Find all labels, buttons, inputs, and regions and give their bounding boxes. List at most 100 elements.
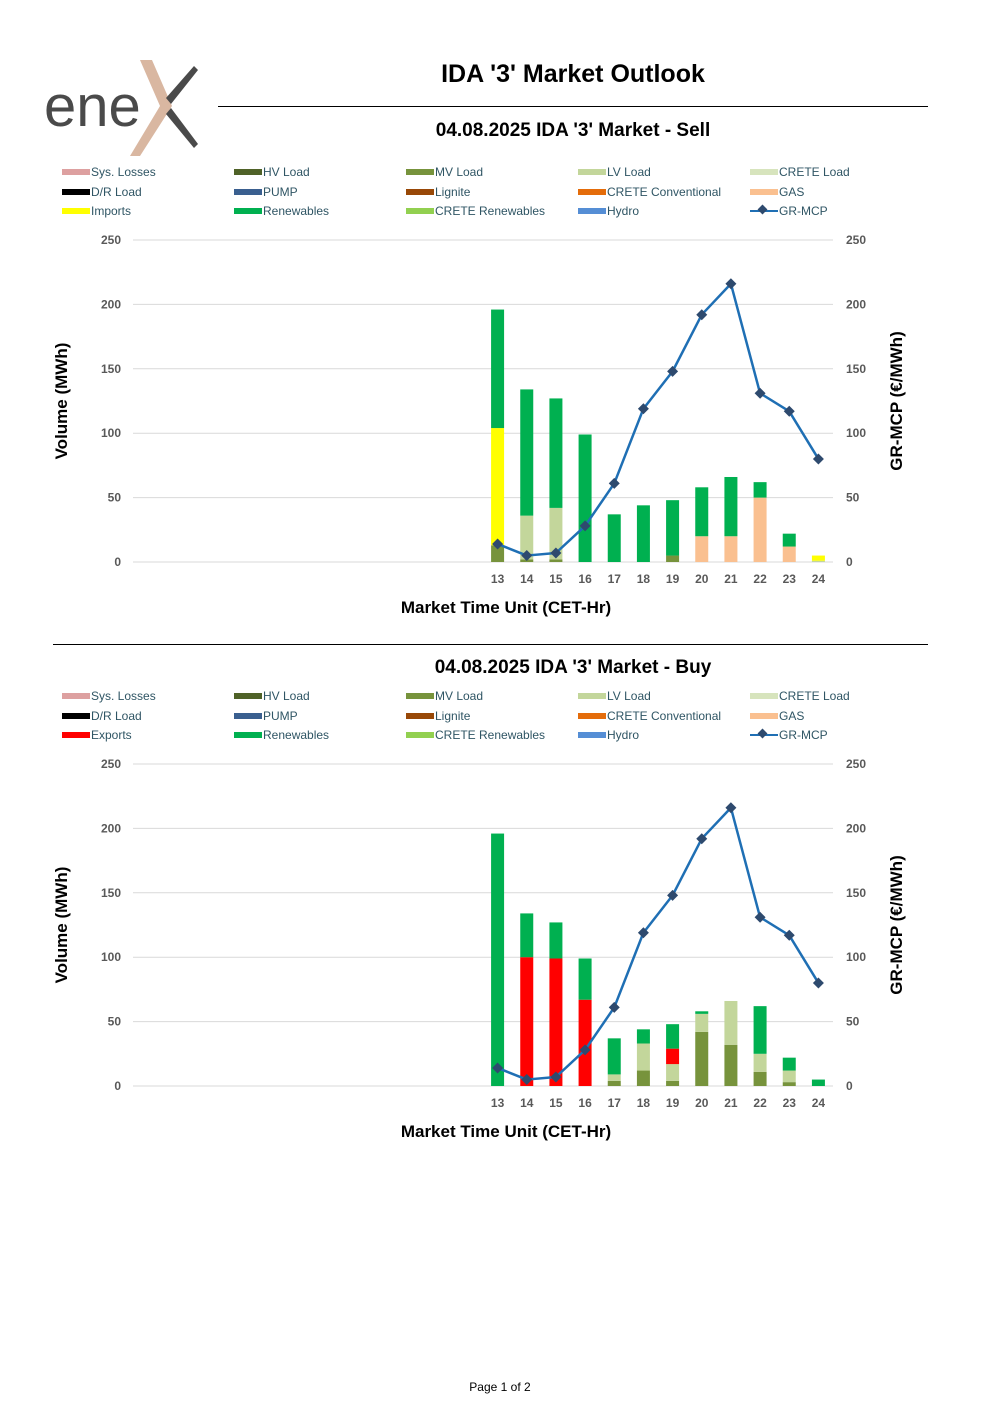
legend-swatch (750, 693, 778, 699)
gr-mcp-point (492, 538, 504, 550)
gr-mcp-point (521, 1074, 533, 1086)
bar-imports (491, 428, 505, 546)
legend-label: GAS (779, 708, 805, 723)
legend-item-sys-losses: Sys. Losses (62, 687, 156, 705)
legend-label: HV Load (263, 165, 310, 179)
bar-exports (578, 999, 592, 1086)
gr-mcp-point (754, 387, 766, 399)
bar-renewables (578, 958, 592, 1000)
gr-mcp-point (579, 1044, 591, 1056)
y2-tick-label: 100 (846, 426, 866, 440)
gr-mcp-point (637, 403, 649, 415)
y-axis-label: Volume (MWh) (52, 343, 71, 460)
bar-gas (782, 546, 796, 562)
y-tick-label: 50 (108, 1015, 122, 1029)
legend-item-mv-load: MV Load (406, 163, 483, 181)
y2-tick-label: 200 (846, 297, 866, 311)
bar-mv-load (695, 1031, 709, 1086)
x-tick-label: 14 (520, 1096, 534, 1110)
gr-mcp-point (812, 453, 824, 465)
bar-renewables (520, 913, 534, 958)
legend-label: Hydro (607, 204, 640, 218)
legend-item-imports: Imports (62, 202, 131, 220)
legend-swatch (750, 188, 778, 195)
gr-mcp-point (550, 1071, 562, 1083)
gr-mcp-point (667, 889, 679, 901)
legend-label: LV Load (607, 165, 651, 179)
legend-item-pump: PUMP (234, 183, 298, 201)
x-tick-label: 20 (695, 1096, 709, 1110)
bar-exports (520, 957, 534, 1086)
legend-label: Sys. Losses (91, 689, 156, 703)
legend-swatch (62, 169, 90, 175)
x-tick-label: 22 (753, 1096, 767, 1110)
x-axis-label: Market Time Unit (CET-Hr) (401, 598, 611, 617)
legend-item-crete-conventional: CRETE Conventional (578, 183, 721, 201)
legend-swatch (578, 208, 606, 214)
gr-mcp-point (521, 550, 533, 562)
y2-tick-label: 100 (846, 950, 866, 964)
bar-renewables (695, 487, 709, 537)
y-tick-label: 100 (101, 426, 121, 440)
y2-tick-label: 50 (846, 491, 860, 505)
bar-renewables (782, 533, 796, 547)
y-tick-label: 100 (101, 950, 121, 964)
legend-label: CRETE Renewables (435, 728, 546, 742)
legend-label: GAS (779, 184, 805, 199)
gr-mcp-point (550, 547, 562, 559)
x-tick-label: 23 (783, 1096, 797, 1110)
legend-item-crete-renewables: CRETE Renewables (406, 726, 545, 744)
legend-swatch (234, 732, 262, 738)
x-tick-label: 19 (666, 1096, 680, 1110)
x-tick-label: 24 (812, 1096, 826, 1110)
legend-item-sys-losses: Sys. Losses (62, 163, 156, 181)
x-tick-label: 15 (549, 572, 563, 586)
legend-item-hydro: Hydro (578, 726, 639, 744)
y-tick-label: 0 (114, 555, 121, 569)
bar-lv-load (753, 1053, 767, 1072)
legend-label: CRETE Load (779, 165, 850, 179)
x-tick-label: 16 (578, 572, 592, 586)
x-tick-label: 13 (491, 1096, 505, 1110)
legend-label: Imports (91, 204, 132, 218)
bar-exports (666, 1048, 680, 1065)
bar-gas (724, 536, 738, 562)
legend-swatch (578, 712, 606, 719)
legend-swatch (62, 712, 90, 719)
y2-tick-label: 150 (846, 362, 866, 376)
y-tick-label: 0 (114, 1079, 121, 1093)
legend-swatch (406, 188, 434, 195)
gr-mcp-point (725, 278, 737, 290)
enex-logo-graphic: enex ene (44, 60, 198, 156)
legend-label: LV Load (607, 689, 651, 703)
y2-tick-label: 250 (846, 233, 866, 247)
gr-mcp-point (696, 833, 708, 845)
y-tick-label: 200 (101, 297, 121, 311)
gr-mcp-point (812, 977, 824, 989)
title-divider (218, 106, 928, 107)
legend-item-lv-load: LV Load (578, 687, 651, 705)
gr-mcp-point (608, 477, 620, 489)
legend-item-crete-conventional: CRETE Conventional (578, 707, 721, 725)
legend-swatch (406, 169, 434, 175)
legend-item-hv-load: HV Load (234, 163, 310, 181)
legend-item-lignite: Lignite (406, 707, 470, 725)
x-tick-label: 24 (812, 572, 826, 586)
legend-label: PUMP (263, 708, 298, 723)
bar-renewables (666, 1024, 680, 1049)
bar-lv-load (782, 1070, 796, 1083)
bar-renewables (666, 500, 680, 556)
bar-renewables (607, 514, 621, 562)
legend-label: MV Load (435, 689, 484, 703)
bar-mv-load (549, 559, 563, 562)
legend-label: CRETE Conventional (607, 708, 722, 723)
page-title: IDA '3' Market Outlook (441, 60, 705, 88)
legend-item-gr-mcp: GR-MCP (750, 202, 828, 220)
y-tick-label: 200 (101, 821, 121, 835)
legend-item-pump: PUMP (234, 707, 298, 725)
bar-renewables (491, 833, 505, 1086)
bar-exports (549, 958, 563, 1086)
legend-swatch (234, 712, 262, 719)
bar-mv-load (607, 1080, 621, 1086)
y2-axis-label: GR-MCP (€/MWh) (887, 855, 906, 994)
